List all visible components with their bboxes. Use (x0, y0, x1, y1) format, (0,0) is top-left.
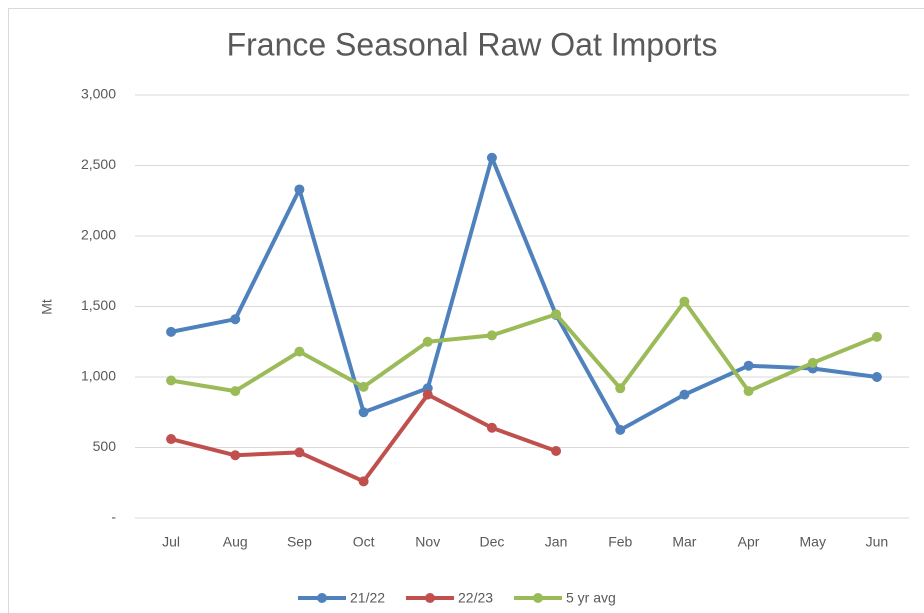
y-tick-label: 500 (93, 438, 117, 454)
data-point (166, 434, 177, 445)
data-point (743, 386, 754, 397)
data-point (679, 296, 690, 307)
data-point (358, 476, 369, 487)
data-point (294, 346, 305, 357)
legend-label: 5 yr avg (566, 590, 616, 606)
data-point (486, 422, 497, 433)
data-point (551, 446, 562, 457)
x-tick-label: May (800, 534, 826, 550)
x-tick-label: Aug (223, 534, 248, 550)
y-axis-label: Mt (39, 299, 55, 315)
y-tick-label: 1,500 (81, 297, 116, 313)
legend-marker (533, 593, 543, 603)
data-point (422, 389, 433, 400)
x-tick-label: Sep (287, 534, 312, 550)
x-tick-label: Oct (353, 534, 375, 550)
legend-label: 21/22 (350, 590, 385, 606)
data-point (486, 152, 497, 163)
legend-marker (425, 593, 435, 603)
x-tick-label: Dec (479, 534, 504, 550)
data-point (486, 330, 497, 341)
legend-label: 22/23 (458, 590, 493, 606)
data-point (294, 447, 305, 458)
data-point (230, 450, 241, 461)
data-point (166, 375, 177, 386)
data-point (679, 389, 690, 400)
y-tick-label: 2,000 (81, 227, 116, 243)
y-tick-label: 2,500 (81, 156, 116, 172)
series-line (170, 155, 878, 432)
legend-marker (317, 593, 327, 603)
y-tick-label: - (111, 509, 116, 525)
data-point (615, 424, 626, 435)
y-tick-label: 1,000 (81, 368, 116, 384)
data-point (294, 184, 305, 195)
chart-title: France Seasonal Raw Oat Imports (227, 26, 718, 62)
x-tick-label: Mar (672, 534, 696, 550)
x-tick-label: Jan (545, 534, 568, 550)
x-tick-label: Apr (738, 534, 760, 550)
y-tick-label: 3,000 (81, 86, 116, 102)
data-point (807, 357, 818, 368)
data-point (358, 381, 369, 392)
data-point (166, 326, 177, 337)
data-point (871, 331, 882, 342)
data-point (230, 314, 241, 325)
x-tick-label: Jun (866, 534, 889, 550)
data-point (230, 386, 241, 397)
x-tick-label: Nov (415, 534, 440, 550)
data-point (871, 372, 882, 382)
data-point (551, 309, 562, 320)
chart-frame (8, 8, 924, 613)
x-tick-label: Feb (608, 534, 632, 550)
x-tick-label: Jul (162, 534, 180, 550)
data-point (743, 360, 754, 371)
data-point (615, 383, 626, 394)
series-line (170, 299, 878, 394)
data-point (422, 336, 433, 347)
data-point (358, 407, 369, 418)
